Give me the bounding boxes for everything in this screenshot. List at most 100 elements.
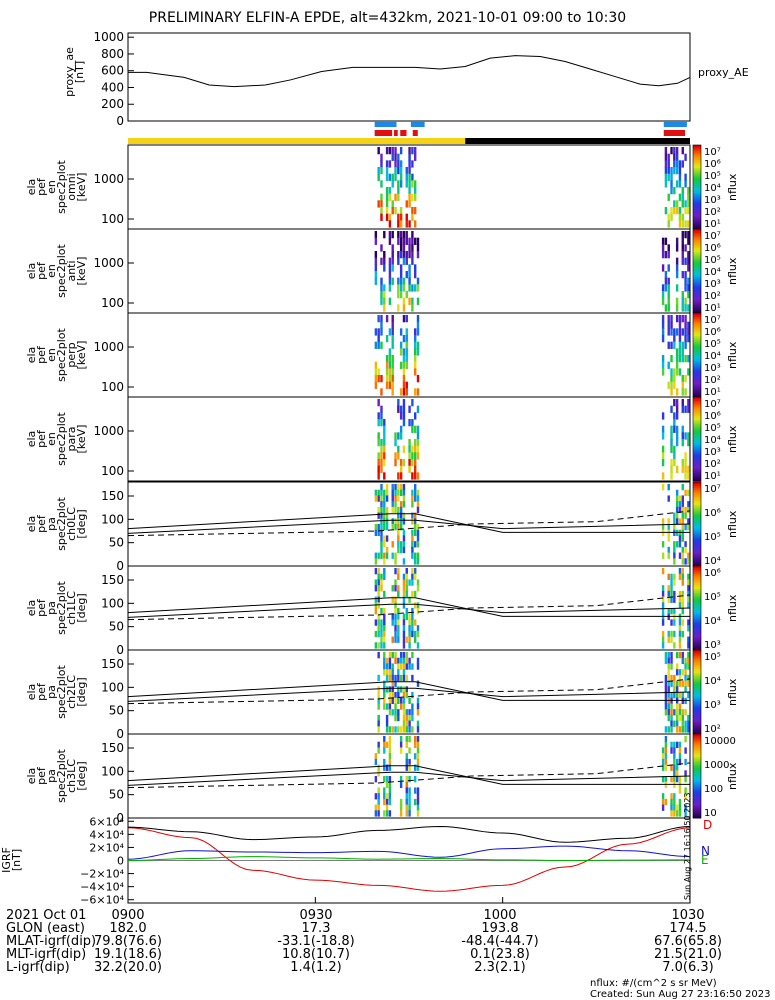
spectrogram-pixel: [675, 465, 679, 473]
colorbar-band: [693, 507, 701, 510]
spectrogram-pixel: [667, 264, 670, 272]
spectrogram-pixel: [681, 231, 684, 239]
spectrogram-pixel: [681, 506, 684, 514]
spectrogram-pixel: [397, 284, 400, 292]
colorbar-band: [693, 149, 701, 152]
spectrogram-pixel: [388, 663, 392, 670]
spectrogram-pixel: [408, 642, 411, 649]
spectrogram-pixel: [405, 793, 408, 800]
spectrogram-pixel: [377, 726, 380, 733]
spectrogram-pixel: [402, 251, 406, 259]
spectrogram-pixel: [385, 495, 389, 502]
colorbar-band: [693, 551, 701, 554]
spectrogram-pixel: [670, 459, 673, 467]
spectrogram-pixel: [399, 489, 403, 497]
spectrogram-pixel: [411, 284, 414, 292]
colorbar-tick-label: 10²: [704, 375, 721, 386]
spectrogram-pixel: [684, 524, 687, 531]
colorbar-band: [693, 453, 701, 457]
spectrogram-pixel: [667, 669, 670, 676]
spectrogram-pixel: [377, 770, 380, 777]
spectrogram-pixel: [678, 590, 682, 598]
spectrogram-pixel: [667, 193, 670, 201]
spectrogram-pixel: [385, 160, 389, 168]
igrf-line-total: [127, 825, 691, 843]
spectrogram-pixel: [408, 160, 411, 168]
spectrogram-pixel: [661, 590, 665, 598]
spectrogram-pixel: [377, 714, 380, 722]
colorbar-band: [693, 620, 701, 624]
spectrogram-pixel: [667, 518, 670, 525]
spectrogram-pixel: [391, 596, 394, 603]
spectrogram-pixel: [397, 231, 400, 239]
spectrogram-pixel: [391, 552, 394, 559]
spectrogram-pixel: [402, 663, 406, 670]
spectrogram-pixel: [383, 506, 386, 514]
spectrogram-pixel: [687, 501, 690, 508]
spectrogram-pixel: [399, 726, 403, 733]
spectrogram-pixel: [678, 552, 682, 559]
colorbar-band: [693, 685, 701, 689]
spectrogram-pixel: [402, 558, 406, 565]
pa-ytick-label: 150: [101, 489, 124, 503]
spectrogram-pixel: [661, 321, 665, 329]
colorbar-tick-label: 10³: [704, 700, 721, 711]
spectrogram-ytick-label: 1000: [93, 340, 124, 354]
spectrogram-pixel: [394, 552, 397, 559]
spectrogram-pixel: [684, 810, 687, 817]
spectrogram-pixel: [394, 674, 397, 682]
igrf-ytick-label: −4×10⁴: [80, 881, 124, 894]
spectrogram-pixel: [402, 489, 406, 497]
spectrogram-pixel: [388, 193, 392, 201]
spectrogram-pixel: [675, 810, 679, 817]
spectrogram-pixel: [667, 284, 670, 292]
spectrogram-pixel: [681, 692, 684, 699]
colorbar-band: [693, 782, 701, 785]
spectrogram-pixel: [391, 495, 394, 502]
spectrogram-pixel: [411, 297, 414, 305]
spectrogram-pixel: [681, 375, 684, 383]
spectrogram-pixel: [399, 663, 403, 670]
spectrogram-pixel: [385, 518, 389, 525]
spectrogram-pixel: [391, 709, 394, 716]
colorbar-band: [693, 582, 701, 586]
spectrogram-pixel: [402, 315, 406, 323]
colorbar-band: [693, 488, 701, 491]
spectrogram-pixel: [411, 590, 414, 598]
spectrogram-pixel: [411, 489, 414, 497]
spectrogram-pixel: [664, 284, 668, 292]
colorbar-band: [693, 662, 701, 666]
spectrogram-pixel: [416, 506, 420, 514]
spectrogram-pixel: [684, 512, 687, 519]
spectrogram-pixel: [667, 630, 670, 638]
spectrogram-pixel: [413, 518, 417, 525]
spectrogram-pixel: [408, 173, 411, 181]
spectrogram-pixel: [678, 355, 682, 363]
colorbar-tick-label: 1000: [704, 760, 729, 771]
info-value: 79.8(76.6): [93, 934, 163, 949]
colorbar-band: [693, 631, 701, 634]
colorbar-band: [693, 172, 701, 175]
spectrogram-pixel: [405, 657, 408, 665]
spectrogram-pixel: [411, 546, 414, 554]
colorbar-band: [693, 262, 701, 266]
spectrogram-pixel: [416, 432, 420, 440]
spectrogram-pixel: [405, 213, 408, 221]
colorbar-band: [693, 689, 701, 693]
spectrogram-pixel: [687, 355, 690, 363]
spectrogram-pixel: [391, 251, 394, 259]
spectrogram-pixel: [377, 619, 380, 626]
spectrogram-pixel: [394, 558, 397, 565]
spectrogram-pixel: [681, 652, 684, 659]
spectrogram-pixel: [405, 341, 408, 349]
spectrogram-pixel: [681, 552, 684, 559]
spectrogram-pixel: [408, 697, 411, 705]
spectrogram-pixel: [383, 758, 386, 766]
spectrogram-pixel: [405, 810, 408, 817]
spectrogram-pixel: [667, 652, 670, 659]
spectrogram-pixel: [675, 741, 679, 749]
spectrogram-pixel: [664, 652, 668, 659]
spectrogram-pixel: [687, 714, 690, 722]
spectrogram-pixel: [661, 518, 665, 525]
spectrogram-pixel: [388, 781, 392, 789]
